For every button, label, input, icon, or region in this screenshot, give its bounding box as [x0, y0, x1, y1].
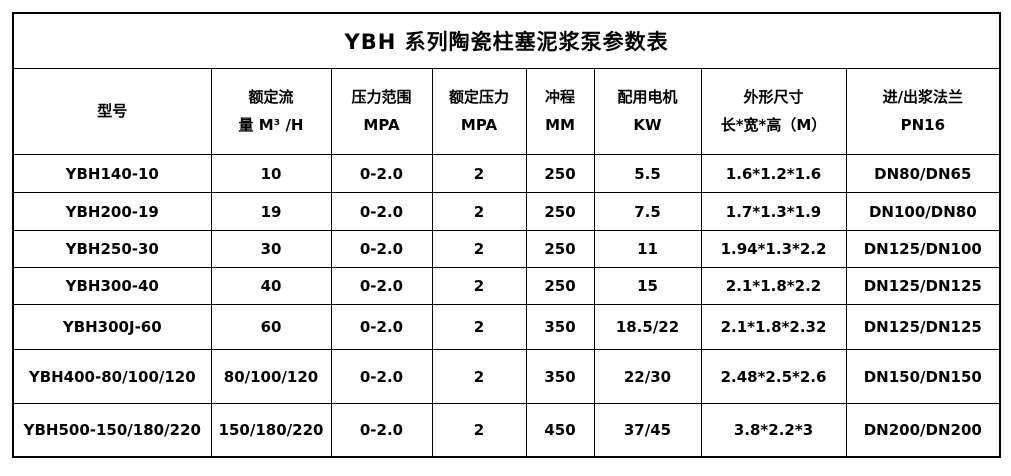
cell-rated-pressure: 2 — [431, 304, 527, 350]
cell-stroke: 350 — [525, 304, 595, 350]
cell-model: YBH300-40 — [12, 267, 212, 305]
pump-parameters-table: YBH 系列陶瓷柱塞泥浆泵参数表 型号 额定流量 M³ /H 压力范围 MPA 额定压力… — [12, 12, 1002, 458]
cell-rated-flow: 19 — [210, 192, 332, 231]
column-header-line: 长*宽*高（M） — [720, 115, 827, 134]
column-header-line: MPA — [363, 115, 400, 134]
cell-flange: DN125/DN125 — [845, 304, 1001, 350]
cell-flange: DN125/DN125 — [845, 267, 1001, 305]
table-row: YBH300J-60 60 0-2.0 2 350 18.5/22 2.1*1.8*2.32… — [12, 304, 1001, 350]
cell-flange: DN150/DN150 — [845, 349, 1001, 404]
table-title: YBH 系列陶瓷柱塞泥浆泵参数表 — [12, 12, 1001, 69]
cell-rated-pressure: 2 — [431, 267, 527, 305]
cell-rated-flow: 40 — [210, 267, 332, 305]
title-row: YBH 系列陶瓷柱塞泥浆泵参数表 — [12, 12, 1001, 69]
cell-flange: DN200/DN200 — [845, 403, 1001, 458]
column-header-line: 额定压力 — [448, 87, 509, 106]
cell-stroke: 250 — [525, 192, 595, 231]
table-row: YBH140-10 10 0-2.0 2 250 5.5 1.6*1.2*1.6 DN80/D… — [12, 154, 1001, 193]
cell-rated-pressure: 2 — [431, 403, 527, 458]
column-header-line: MM — [545, 115, 575, 134]
cell-rated-flow: 60 — [210, 304, 332, 350]
cell-dimensions: 1.6*1.2*1.6 — [700, 154, 847, 193]
cell-dimensions: 2.1*1.8*2.32 — [700, 304, 847, 350]
column-header-line: 压力范围 — [351, 87, 412, 106]
cell-pressure-range: 0-2.0 — [330, 304, 433, 350]
table-row: YBH400-80/100/120 80/100/120 0-2.0 2 350 22/3… — [12, 349, 1001, 404]
cell-motor: 22/30 — [593, 349, 702, 404]
cell-pressure-range: 0-2.0 — [330, 349, 433, 404]
cell-motor: 11 — [593, 230, 702, 268]
table-row: YBH500-150/180/220 150/180/220 0-2.0 2 450 37… — [12, 403, 1001, 458]
table-row: YBH250-30 30 0-2.0 2 250 11 1.94*1.3*2.2 DN125/… — [12, 230, 1001, 268]
cell-motor: 7.5 — [593, 192, 702, 231]
cell-dimensions: 2.1*1.8*2.2 — [700, 267, 847, 305]
column-header-line: 型号 — [97, 101, 128, 120]
cell-model: YBH200-19 — [12, 192, 212, 231]
cell-model: YBH400-80/100/120 — [12, 349, 212, 404]
cell-model: YBH250-30 — [12, 230, 212, 268]
cell-rated-flow: 150/180/220 — [210, 403, 332, 458]
header-row: 型号 额定流量 M³ /H 压力范围 MPA 额定压力 MPA 冲程 MM 配用电机 KW 外形尺寸… — [12, 68, 1001, 155]
cell-motor: 15 — [593, 267, 702, 305]
table-row: YBH300-40 40 0-2.0 2 250 15 2.1*1.8*2.2 DN125/D… — [12, 267, 1001, 305]
cell-rated-pressure: 2 — [431, 230, 527, 268]
cell-pressure-range: 0-2.0 — [330, 230, 433, 268]
cell-model: YBH300J-60 — [12, 304, 212, 350]
table-row: YBH200-19 19 0-2.0 2 250 7.5 1.7*1.3*1.9 DN100/… — [12, 192, 1001, 231]
cell-stroke: 250 — [525, 230, 595, 268]
column-header-pressure-range: 压力范围 MPA — [330, 68, 433, 155]
column-header-rated-flow: 额定流量 M³ /H — [210, 68, 332, 155]
column-header-line: 冲程 — [544, 87, 575, 106]
cell-dimensions: 1.7*1.3*1.9 — [700, 192, 847, 231]
cell-pressure-range: 0-2.0 — [330, 192, 433, 231]
column-header-line: PN16 — [900, 115, 946, 134]
column-header-line: 外形尺寸 — [743, 87, 804, 106]
column-header-line: MPA — [460, 115, 498, 134]
cell-dimensions: 3.8*2.2*3 — [700, 403, 847, 458]
cell-model: YBH140-10 — [12, 154, 212, 193]
cell-model: YBH500-150/180/220 — [12, 403, 212, 458]
cell-dimensions: 2.48*2.5*2.6 — [700, 349, 847, 404]
cell-flange: DN125/DN100 — [845, 230, 1001, 268]
column-header-dimensions: 外形尺寸长*宽*高（M） — [700, 68, 847, 155]
cell-motor: 18.5/22 — [593, 304, 702, 350]
cell-flange: DN80/DN65 — [845, 154, 1001, 193]
column-header-line: 额定流 — [248, 87, 294, 106]
cell-rated-pressure: 2 — [431, 154, 527, 193]
cell-motor: 37/45 — [593, 403, 702, 458]
cell-rated-pressure: 2 — [431, 192, 527, 231]
column-header-flange: 进/出浆法兰 PN16 — [845, 68, 1001, 155]
column-header-line: 进/出浆法兰 — [882, 87, 964, 106]
cell-rated-flow: 80/100/120 — [210, 349, 332, 404]
cell-pressure-range: 0-2.0 — [330, 267, 433, 305]
column-header-stroke: 冲程 MM — [525, 68, 595, 155]
cell-stroke: 450 — [525, 403, 595, 458]
cell-stroke: 250 — [525, 154, 595, 193]
cell-stroke: 250 — [525, 267, 595, 305]
cell-flange: DN100/DN80 — [845, 192, 1001, 231]
column-header-motor: 配用电机 KW — [593, 68, 702, 155]
column-header-rated-pressure: 额定压力 MPA — [431, 68, 527, 155]
cell-dimensions: 1.94*1.3*2.2 — [700, 230, 847, 268]
cell-motor: 5.5 — [593, 154, 702, 193]
column-header-line: 量 M³ /H — [238, 115, 304, 134]
cell-rated-flow: 30 — [210, 230, 332, 268]
column-header-model: 型号 — [12, 68, 212, 155]
cell-stroke: 350 — [525, 349, 595, 404]
cell-pressure-range: 0-2.0 — [330, 403, 433, 458]
table-body: YBH140-10 10 0-2.0 2 250 5.5 1.6*1.2*1.6 DN80/D… — [12, 154, 1001, 458]
cell-rated-pressure: 2 — [431, 349, 527, 404]
cell-pressure-range: 0-2.0 — [330, 154, 433, 193]
cell-rated-flow: 10 — [210, 154, 332, 193]
column-header-line: 配用电机 — [617, 87, 678, 106]
column-header-line: KW — [633, 115, 662, 134]
